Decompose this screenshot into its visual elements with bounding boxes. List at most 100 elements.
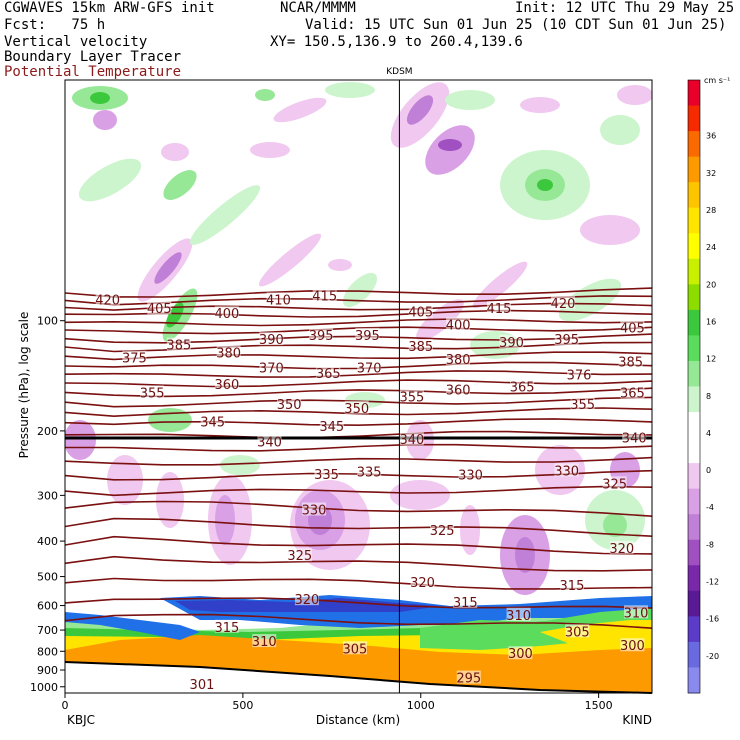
theta-label-bg [446, 382, 471, 396]
theta-label: 395 [554, 333, 579, 348]
colorbar-frame [687, 79, 701, 694]
theta-label-bg [200, 414, 225, 428]
theta-label: 415 [487, 302, 512, 317]
theta-label-bg [620, 385, 645, 399]
theta-label: 305 [343, 642, 368, 657]
theta-label: 400 [446, 318, 471, 333]
theta-label: 385 [166, 339, 191, 354]
theta-label: 310 [506, 609, 531, 624]
theta-label-bg [309, 327, 334, 341]
colorbar-tick-label: -12 [706, 578, 719, 587]
y-tick-label: 800 [37, 645, 58, 658]
theta-contour-line [65, 287, 652, 298]
theta-label: 350 [344, 402, 369, 417]
colorbar-swatch [688, 284, 700, 311]
y-tick-label: 900 [37, 664, 58, 677]
theta-label: 385 [408, 340, 433, 355]
colorbar-swatch [688, 335, 700, 362]
colorbar-tick-label: -4 [706, 503, 714, 512]
theta-label-bg [259, 332, 284, 346]
colorbar-swatch [688, 565, 700, 592]
x-tick-label: 1500 [585, 699, 613, 712]
theta-label: 415 [312, 290, 337, 305]
theta-label-bg [408, 304, 433, 318]
theta-label-bg [147, 301, 172, 315]
theta-contour-line [65, 430, 652, 439]
theta-label-bg [312, 288, 337, 302]
y-tick-label: 200 [37, 425, 58, 438]
theta-label: 365 [316, 367, 341, 382]
colorbar-swatch [688, 182, 700, 209]
theta-label-bg [510, 379, 535, 393]
theta-label-bg [618, 354, 643, 368]
theta-label: 410 [266, 293, 291, 308]
theta-label: 310 [624, 606, 649, 621]
colorbar-tick-label: 20 [706, 280, 716, 289]
theta-label-bg [287, 548, 312, 562]
theta-labels: 420 405 410 415 400 405 415 420 400 405 385 390 395 3… [95, 288, 649, 693]
y-axis-label: Pressure (hPa), log scale [17, 312, 31, 459]
x-tick-label: 0 [62, 699, 69, 712]
theta-label: 375 [122, 352, 147, 367]
theta-label: 390 [259, 333, 284, 348]
theta-label: 355 [570, 398, 595, 413]
theta-label-bg [259, 360, 284, 374]
y-tick-label: 700 [37, 624, 58, 637]
theta-label: 376 [567, 368, 592, 383]
colorbar-swatch [688, 590, 700, 617]
theta-label-bg [453, 594, 478, 608]
theta-label-bg [357, 360, 382, 374]
valid-time: Valid: 15 UTC Sun 01 Jun 25 (10 CDT Sun … [305, 17, 727, 33]
theta-label: 330 [458, 469, 483, 484]
colorbar: cm s⁻¹ 36 32 28 24 20 16 12 8 4 0 -4 -8 -12 -16 -20 [687, 76, 730, 694]
theta-label: 400 [214, 307, 239, 322]
theta-label-bg [189, 677, 214, 691]
theta-label: 370 [357, 361, 382, 376]
theta-label-bg [559, 577, 584, 591]
colorbar-swatch [688, 488, 700, 515]
theta-label: 295 [456, 672, 481, 687]
colorbar-tick-label: 32 [706, 169, 716, 178]
field-vertical-velocity: Vertical velocity [4, 34, 148, 50]
theta-label-bg [314, 467, 339, 481]
colorbar-tick-label: -8 [706, 540, 714, 549]
kdsm-station-label: KDSM [386, 67, 412, 77]
theta-label: 320 [295, 593, 320, 608]
theta-label: 320 [609, 542, 634, 557]
theta-label: 405 [147, 302, 172, 317]
theta-label-bg [565, 624, 590, 638]
left-station-label: KBJC [67, 713, 95, 727]
plot-frame [64, 79, 653, 694]
theta-label-bg [122, 350, 147, 364]
theta-label-bg [602, 476, 627, 490]
theta-label: 370 [259, 361, 284, 376]
theta-contour-line [65, 535, 652, 555]
y-tick-label: 100 [37, 315, 58, 328]
x-axis-label: Distance (km) [316, 713, 400, 727]
x-tick-label: 500 [232, 699, 253, 712]
theta-label: 380 [216, 347, 241, 362]
theta-label-bg [622, 430, 647, 444]
theta-label-bg [570, 397, 595, 411]
theta-label: 355 [399, 390, 424, 405]
theta-contour-line [65, 555, 652, 572]
theta-label-bg [355, 327, 380, 341]
theta-label-bg [567, 367, 592, 381]
colorbar-swatch [688, 616, 700, 643]
theta-label-bg [302, 502, 327, 516]
theta-label: 365 [510, 380, 535, 395]
theta-label: 340 [622, 432, 647, 447]
y-tick-label: 400 [37, 535, 58, 548]
theta-label: 395 [355, 329, 380, 344]
theta-contour-line [65, 597, 652, 609]
theta-label-bg [620, 638, 645, 652]
colorbar-swatch [688, 539, 700, 566]
colorbar-swatch [688, 412, 700, 439]
y-axis: 100 200 300 400 500 600 700 800 900 1000 [30, 315, 65, 694]
model-title: CGWAVES 15km ARW-GFS init [4, 0, 215, 16]
theta-label-bg [551, 295, 576, 309]
theta-label: 315 [453, 596, 478, 611]
theta-label-bg [623, 605, 648, 619]
colorbar-tick-label: 4 [706, 429, 711, 438]
